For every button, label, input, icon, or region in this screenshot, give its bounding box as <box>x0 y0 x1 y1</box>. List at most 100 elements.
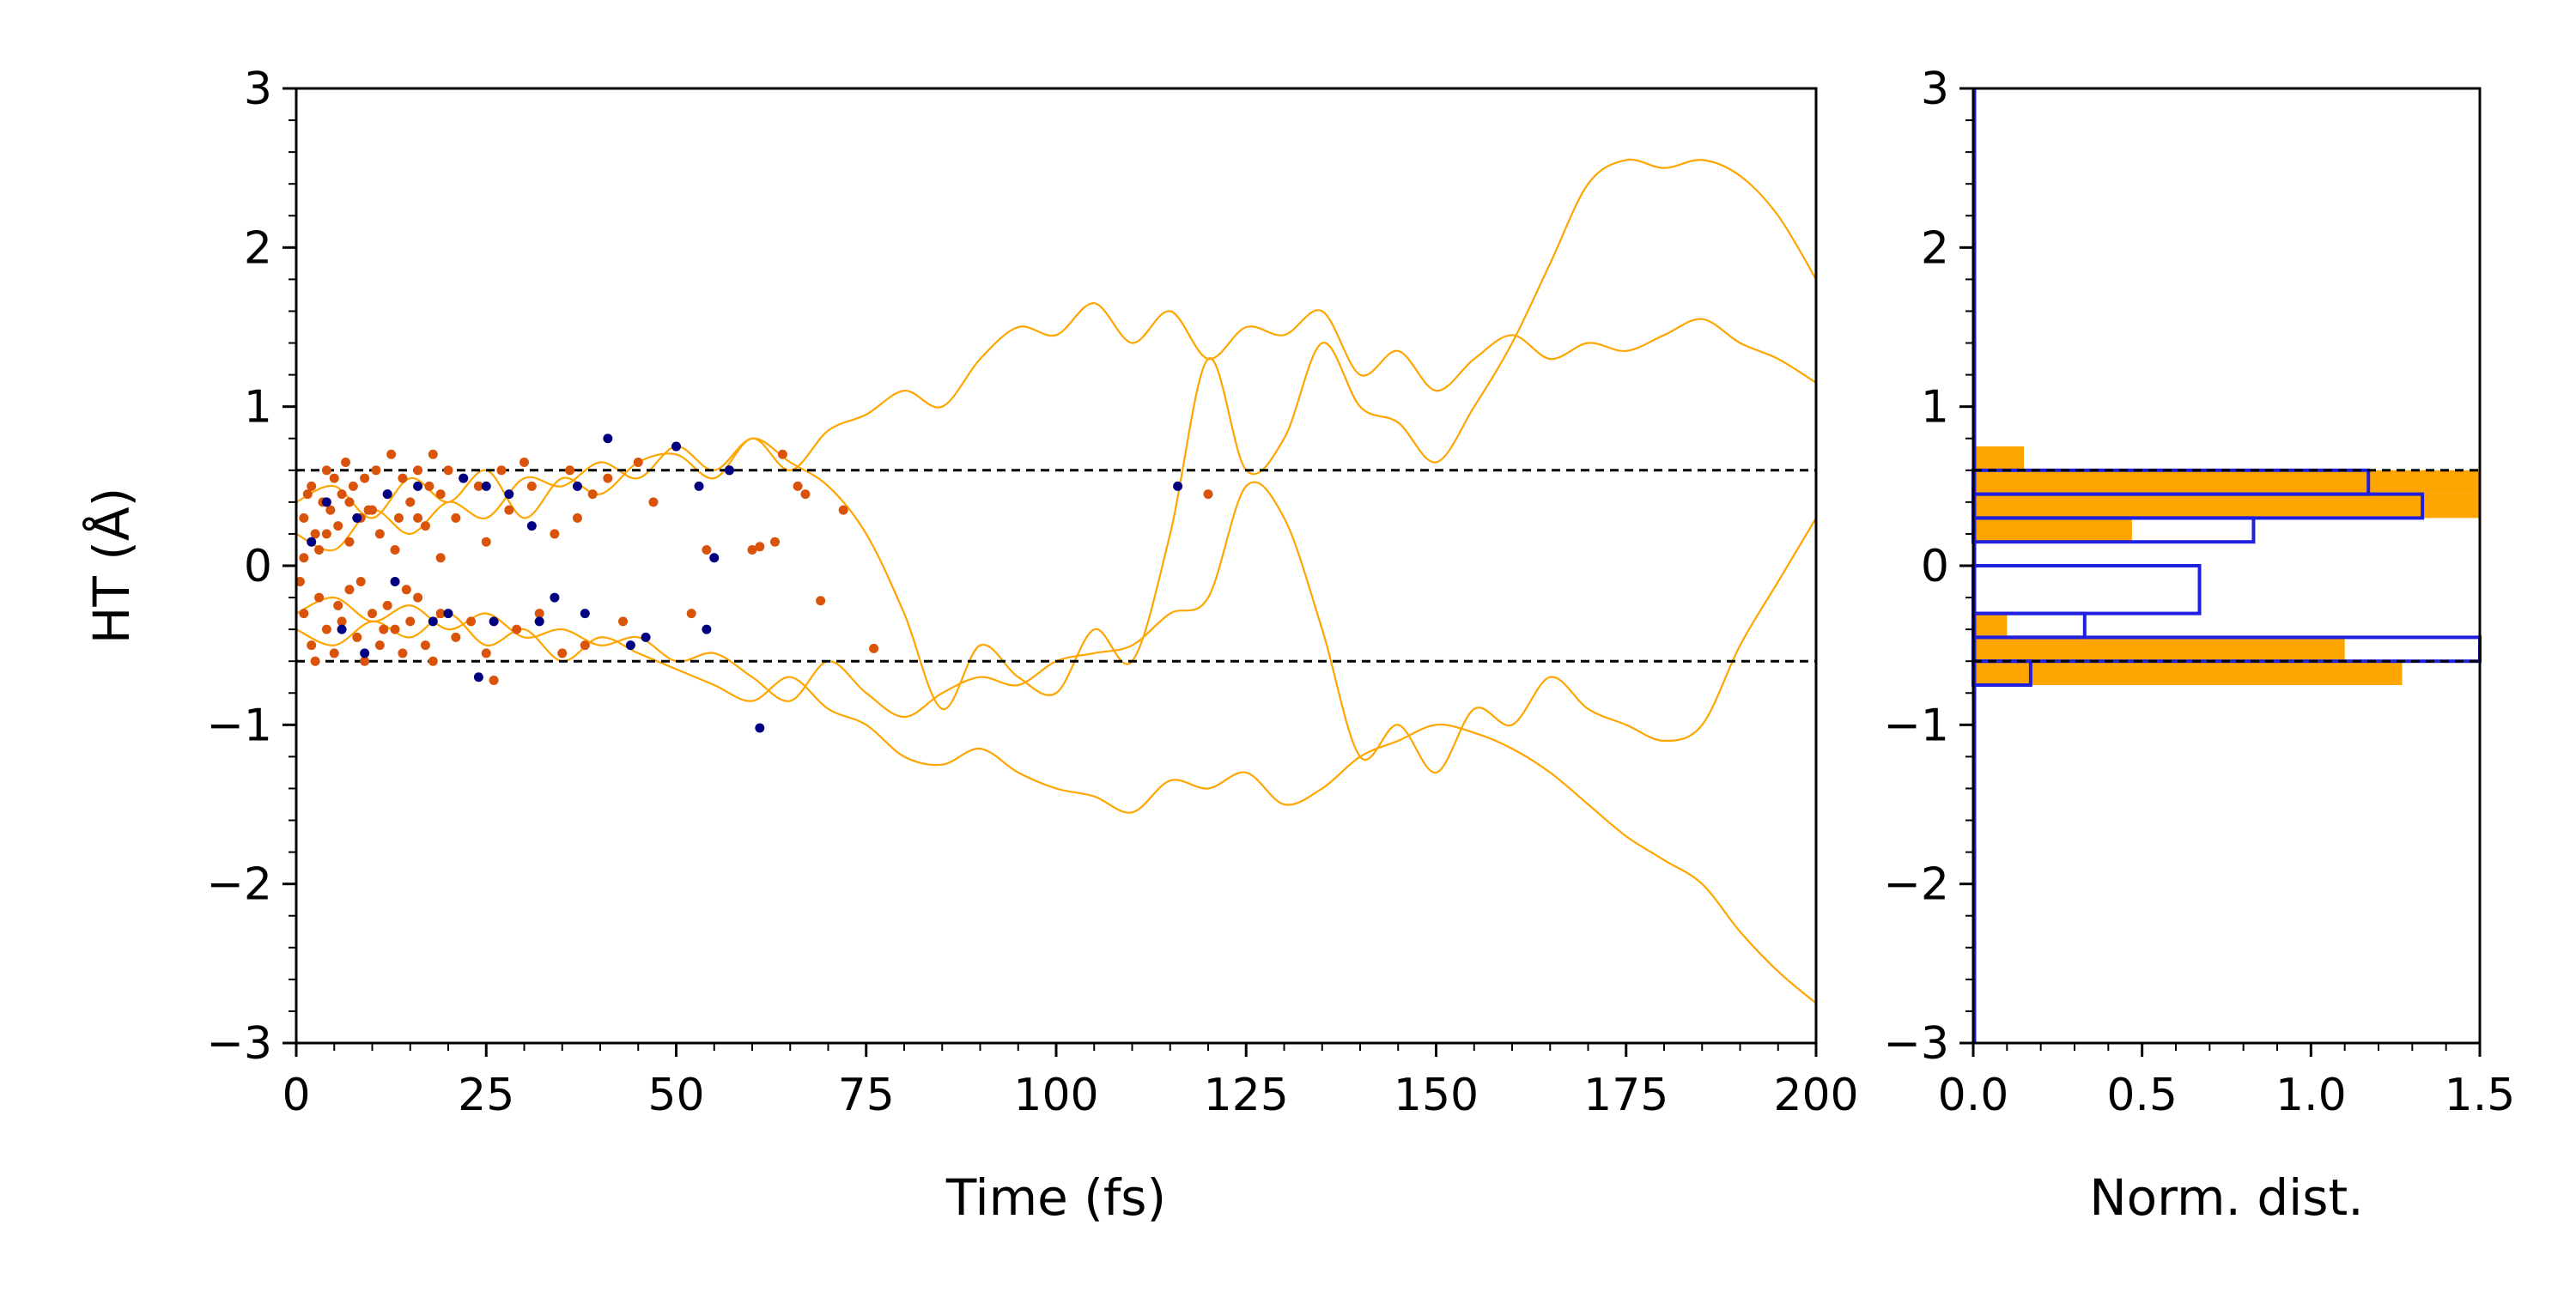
blue-scatter-point <box>755 723 765 733</box>
blue-scatter-point <box>550 592 560 603</box>
orange-scatter-point <box>770 537 781 547</box>
y-tick-label: 2 <box>244 222 272 274</box>
hist-y-tick-label: 1 <box>1921 382 1949 434</box>
orange-scatter-point <box>777 449 787 459</box>
orange-scatter-point <box>390 544 400 555</box>
x-tick-label: 100 <box>1013 1070 1098 1121</box>
hist-x-tick-label: 0.0 <box>1938 1070 2009 1121</box>
blue-scatter-point <box>625 640 635 651</box>
blue-scatter-point <box>534 616 544 627</box>
orange-hist-bar <box>1973 661 2403 685</box>
orange-scatter-point <box>325 505 336 515</box>
blue-scatter-point <box>481 481 491 491</box>
orange-scatter-point <box>333 521 343 531</box>
orange-scatter-point <box>686 609 696 619</box>
orange-scatter-point <box>386 449 397 459</box>
orange-scatter-point <box>648 497 659 507</box>
blue-scatter-point <box>694 481 704 491</box>
x-tick-label: 175 <box>1583 1070 1668 1121</box>
orange-scatter-point <box>747 544 757 555</box>
main-plot-frame <box>295 87 1818 1045</box>
blue-scatter-point <box>307 537 317 547</box>
hist-y-tick-label: 2 <box>1921 222 1949 274</box>
orange-scatter-point <box>348 481 358 491</box>
trajectory-line-1 <box>295 302 1817 519</box>
blue-scatter-point <box>702 624 712 634</box>
hist-y-tick-label: −2 <box>1883 859 1949 911</box>
orange-scatter-point <box>466 616 477 627</box>
blue-scatter-point <box>709 553 720 563</box>
orange-scatter-point <box>337 489 347 500</box>
orange-scatter-point <box>379 624 389 634</box>
orange-scatter-point <box>299 513 309 523</box>
trajectory-line-4 <box>295 612 1817 1004</box>
y-tick-label: 0 <box>244 541 272 592</box>
orange-scatter-point <box>572 513 582 523</box>
orange-scatter-point <box>526 481 537 491</box>
blue-scatter-point <box>321 497 331 507</box>
orange-scatter-point <box>368 505 377 515</box>
blue-hist-step <box>1971 564 2202 616</box>
orange-scatter-point <box>374 529 385 539</box>
y-tick-label: −1 <box>206 700 272 751</box>
orange-scatter-point <box>390 624 400 634</box>
orange-scatter-point <box>496 465 507 476</box>
orange-scatter-point <box>869 643 879 653</box>
orange-scatter-point <box>352 632 362 642</box>
orange-scatter-point <box>451 632 461 642</box>
orange-hist-bar <box>1973 470 2480 494</box>
orange-scatter-point <box>702 544 712 555</box>
blue-scatter-point <box>641 632 651 642</box>
orange-scatter-point <box>398 473 408 483</box>
y-tick-label: 1 <box>244 382 272 434</box>
orange-scatter-point <box>793 481 803 491</box>
orange-scatter-point <box>451 513 461 523</box>
x-tick-label: 0 <box>282 1070 310 1121</box>
orange-scatter-point <box>393 513 404 523</box>
y-tick-label: −3 <box>206 1018 272 1070</box>
blue-scatter-point <box>360 648 370 658</box>
orange-scatter-point <box>398 648 408 658</box>
trajectory-line-3 <box>295 481 1817 773</box>
orange-scatter-point <box>405 616 416 627</box>
orange-scatter-point <box>633 458 643 468</box>
orange-scatter-point <box>307 481 317 491</box>
orange-scatter-point <box>473 481 483 491</box>
orange-scatter-point <box>337 616 347 627</box>
orange-scatter-point <box>344 497 355 507</box>
orange-scatter-point <box>443 465 453 476</box>
orange-scatter-point <box>816 596 826 606</box>
blue-scatter-point <box>382 489 392 500</box>
blue-scatter-point <box>489 616 499 627</box>
blue-scatter-point <box>443 609 453 619</box>
y-axis-label: HT (Å) <box>82 488 141 644</box>
blue-scatter-point <box>473 672 483 682</box>
blue-scatter-point <box>413 481 423 491</box>
blue-scatter-point <box>352 513 362 523</box>
x-axis-label: Time (fs) <box>945 1168 1166 1227</box>
blue-scatter-point <box>724 465 734 476</box>
orange-scatter-point <box>310 656 320 666</box>
hist-y-tick-label: 0 <box>1921 541 1949 592</box>
orange-scatter-point <box>755 542 765 552</box>
trajectory-line-2 <box>295 158 1817 710</box>
orange-scatter-point <box>580 640 590 651</box>
orange-scatter-point <box>299 609 309 619</box>
orange-scatter-point <box>344 537 355 547</box>
blue-scatter-point <box>390 577 400 587</box>
orange-scatter-point <box>587 489 598 500</box>
orange-hist-bar <box>1973 637 2345 662</box>
hist-x-axis-label: Norm. dist. <box>2089 1168 2363 1227</box>
orange-scatter-point <box>344 585 355 595</box>
orange-scatter-point <box>413 592 423 603</box>
orange-scatter-point <box>481 537 491 547</box>
orange-scatter-point <box>413 465 423 476</box>
orange-scatter-point <box>295 577 305 587</box>
orange-scatter-point <box>329 473 339 483</box>
y-tick-label: 3 <box>244 64 272 115</box>
orange-scatter-point <box>371 465 381 476</box>
orange-scatter-point <box>565 465 575 476</box>
x-tick-label: 25 <box>458 1070 514 1121</box>
orange-scatter-point <box>489 675 499 685</box>
